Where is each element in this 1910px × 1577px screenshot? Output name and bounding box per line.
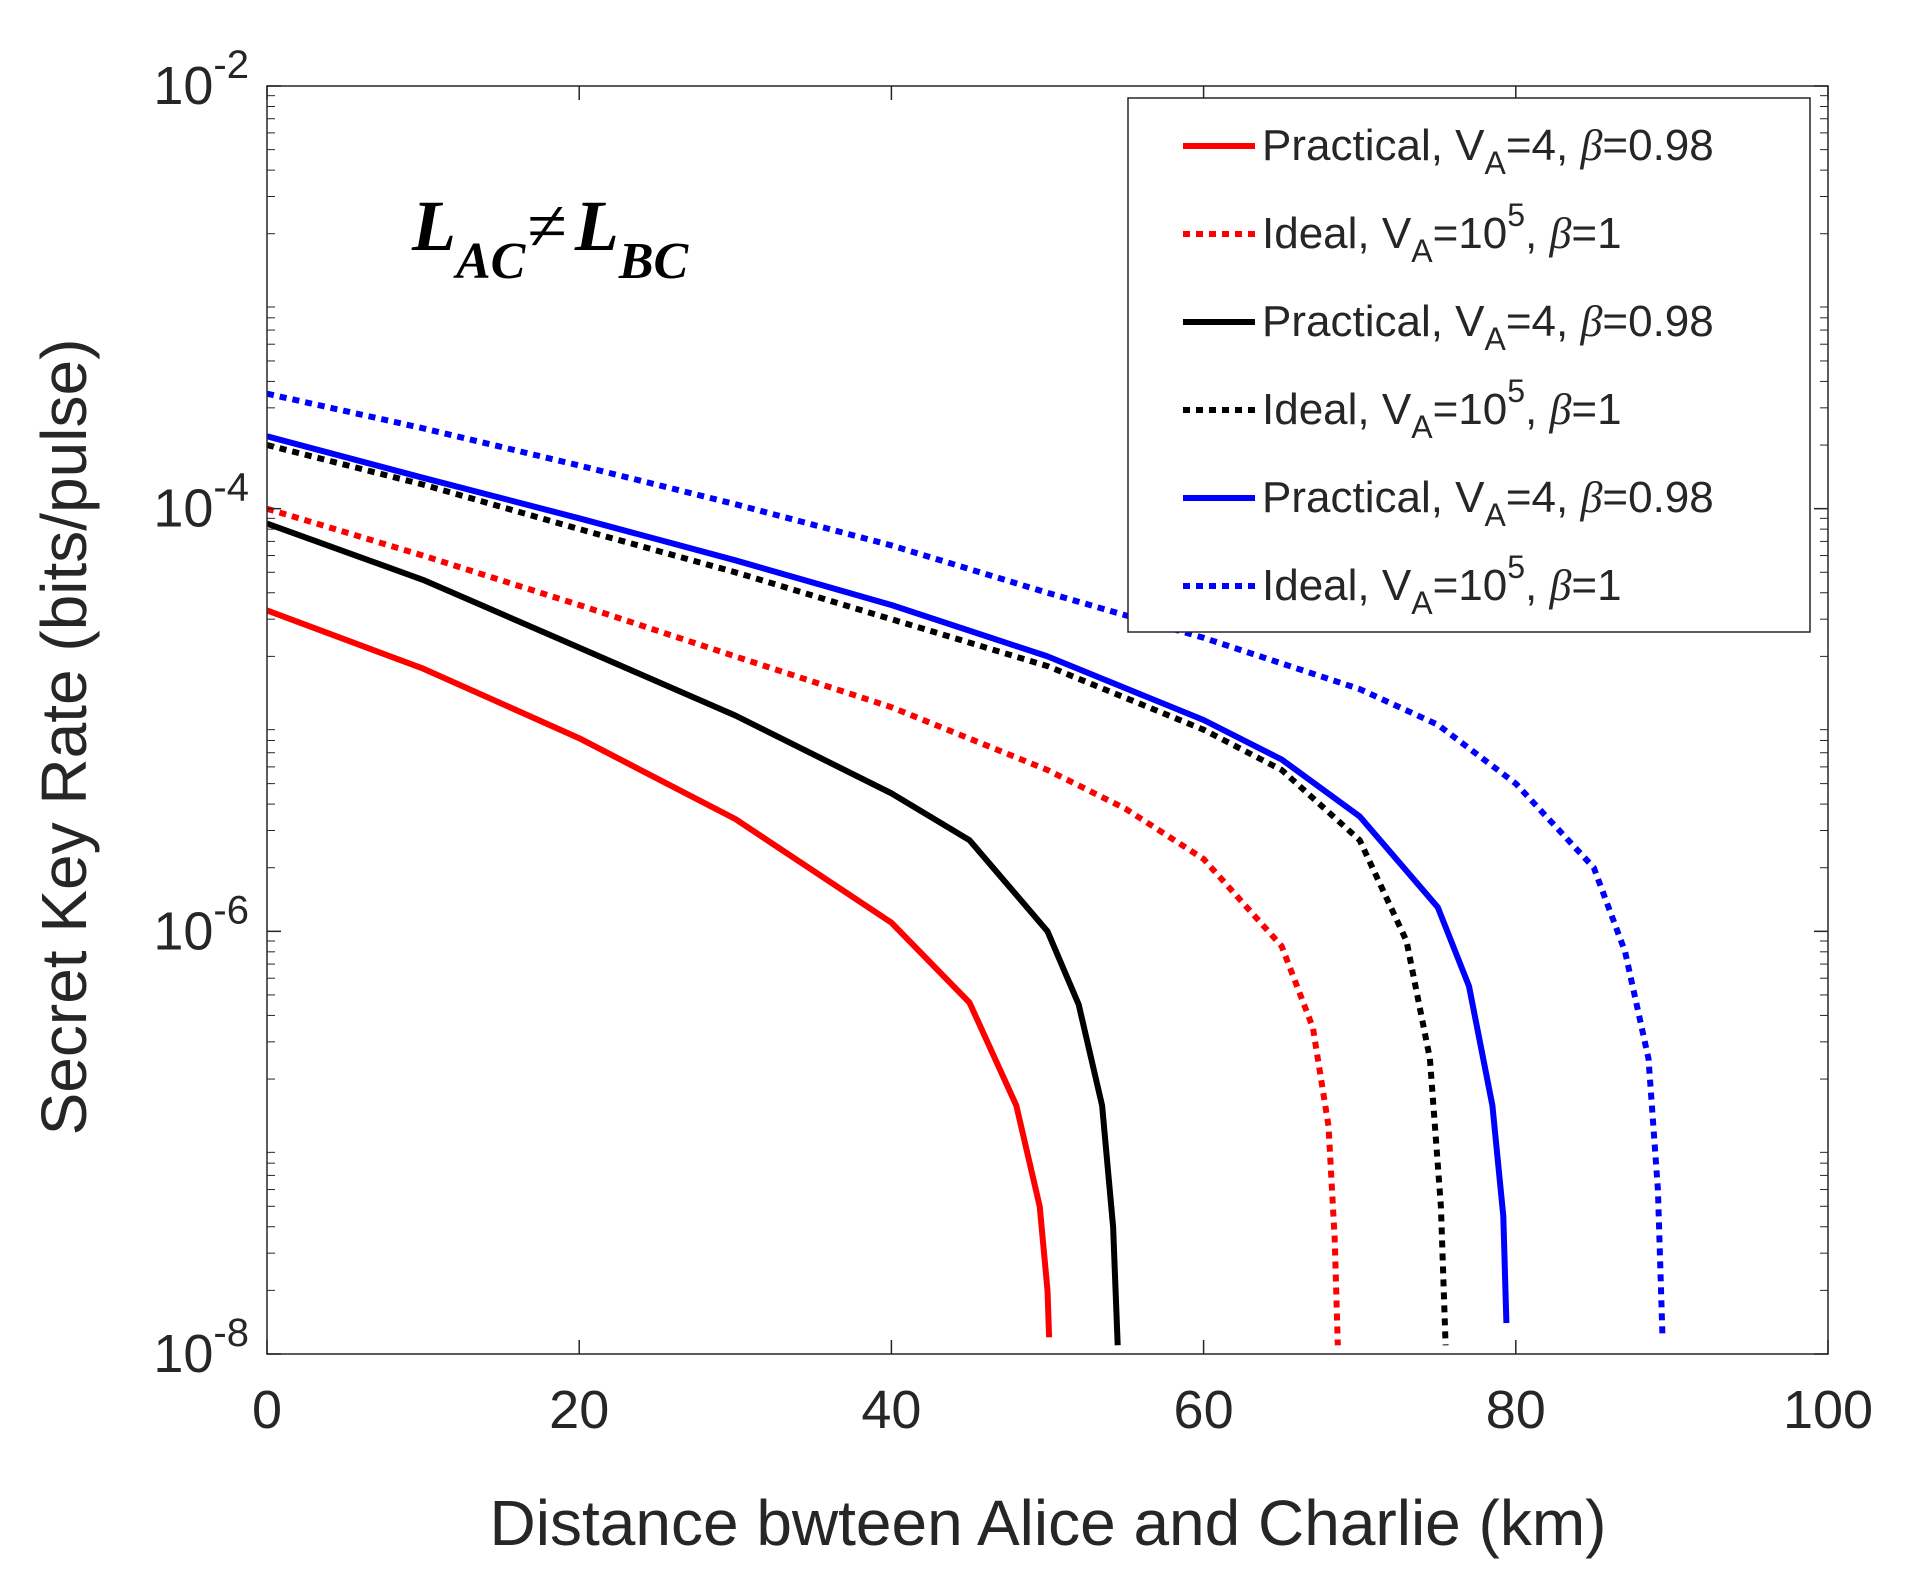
legend-entry-1: Practical, VA=4, β=0.98 — [1262, 121, 1714, 181]
x-tick-label: 0 — [252, 1380, 282, 1440]
x-axis-label: Distance bwteen Alice and Charlie (km) — [490, 1487, 1607, 1559]
y-tick-label: 10-6 — [153, 888, 249, 961]
legend: Practical, VA=4, β=0.98 Ideal, VA=105, β=… — [1127, 97, 1811, 633]
series-line-1 — [267, 607, 1053, 1338]
series-line-2 — [267, 505, 1341, 1346]
x-tick-label: 20 — [549, 1380, 609, 1440]
x-tick-label: 40 — [861, 1380, 921, 1440]
y-tick-label: 10-2 — [153, 43, 249, 116]
legend-entry-5: Practical, VA=4, β=0.98 — [1262, 473, 1714, 533]
x-tick-label: 60 — [1174, 1380, 1234, 1440]
x-tick-label: 100 — [1783, 1380, 1873, 1440]
plot-area — [267, 390, 1666, 1346]
legend-box — [1127, 97, 1811, 633]
series-line-6 — [267, 390, 1666, 1338]
axes: 0 20 40 60 80 100 10-8 10-6 10-4 10-2 — [153, 43, 1873, 1440]
legend-entry-4: Ideal, VA=105, β=1 — [1262, 373, 1622, 445]
plot-annotation: LAC≠ LBC — [411, 186, 690, 290]
y-tick-label: 10-4 — [153, 466, 249, 539]
y-axis-label: Secret Key Rate (bits/pulse) — [28, 339, 100, 1136]
x-tick-label: 80 — [1486, 1380, 1546, 1440]
axes-box — [266, 85, 1829, 1355]
legend-entry-6: Ideal, VA=105, β=1 — [1262, 549, 1622, 621]
y-tick-label: 10-8 — [153, 1311, 249, 1384]
series-line-5 — [267, 433, 1510, 1324]
series-line-4 — [267, 442, 1449, 1346]
legend-entry-3: Practical, VA=4, β=0.98 — [1262, 297, 1714, 357]
series-line-3 — [267, 520, 1121, 1346]
legend-entry-2: Ideal, VA=105, β=1 — [1262, 197, 1622, 269]
